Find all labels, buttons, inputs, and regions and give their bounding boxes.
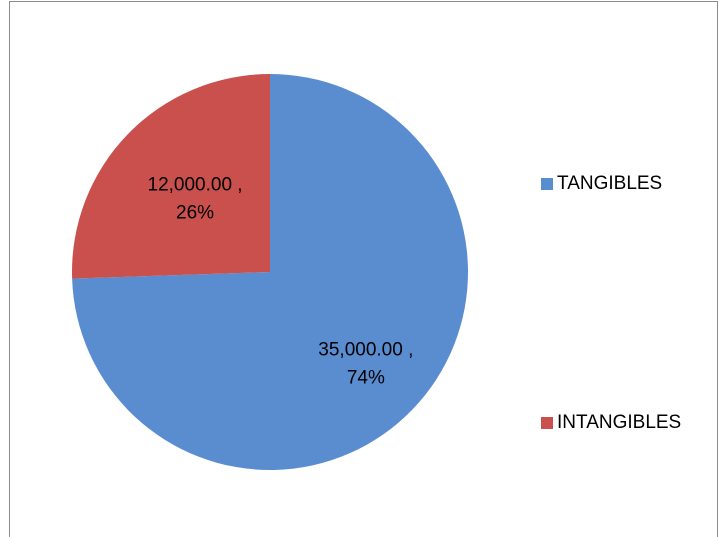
percent-label: 26%: [176, 203, 214, 224]
legend-swatch: [541, 178, 553, 190]
pie-slice: [72, 74, 469, 470]
percent-label: 74%: [347, 368, 385, 389]
frame: [9, 1, 718, 537]
pie-slice: [72, 74, 270, 279]
legend-label: INTANGIBLES: [557, 412, 681, 433]
legend-swatch: [541, 417, 553, 429]
data-label: 35,000.00 ,: [318, 340, 413, 361]
legend-label: TANGIBLES: [557, 173, 662, 194]
data-label: 12,000.00 ,: [148, 175, 243, 196]
